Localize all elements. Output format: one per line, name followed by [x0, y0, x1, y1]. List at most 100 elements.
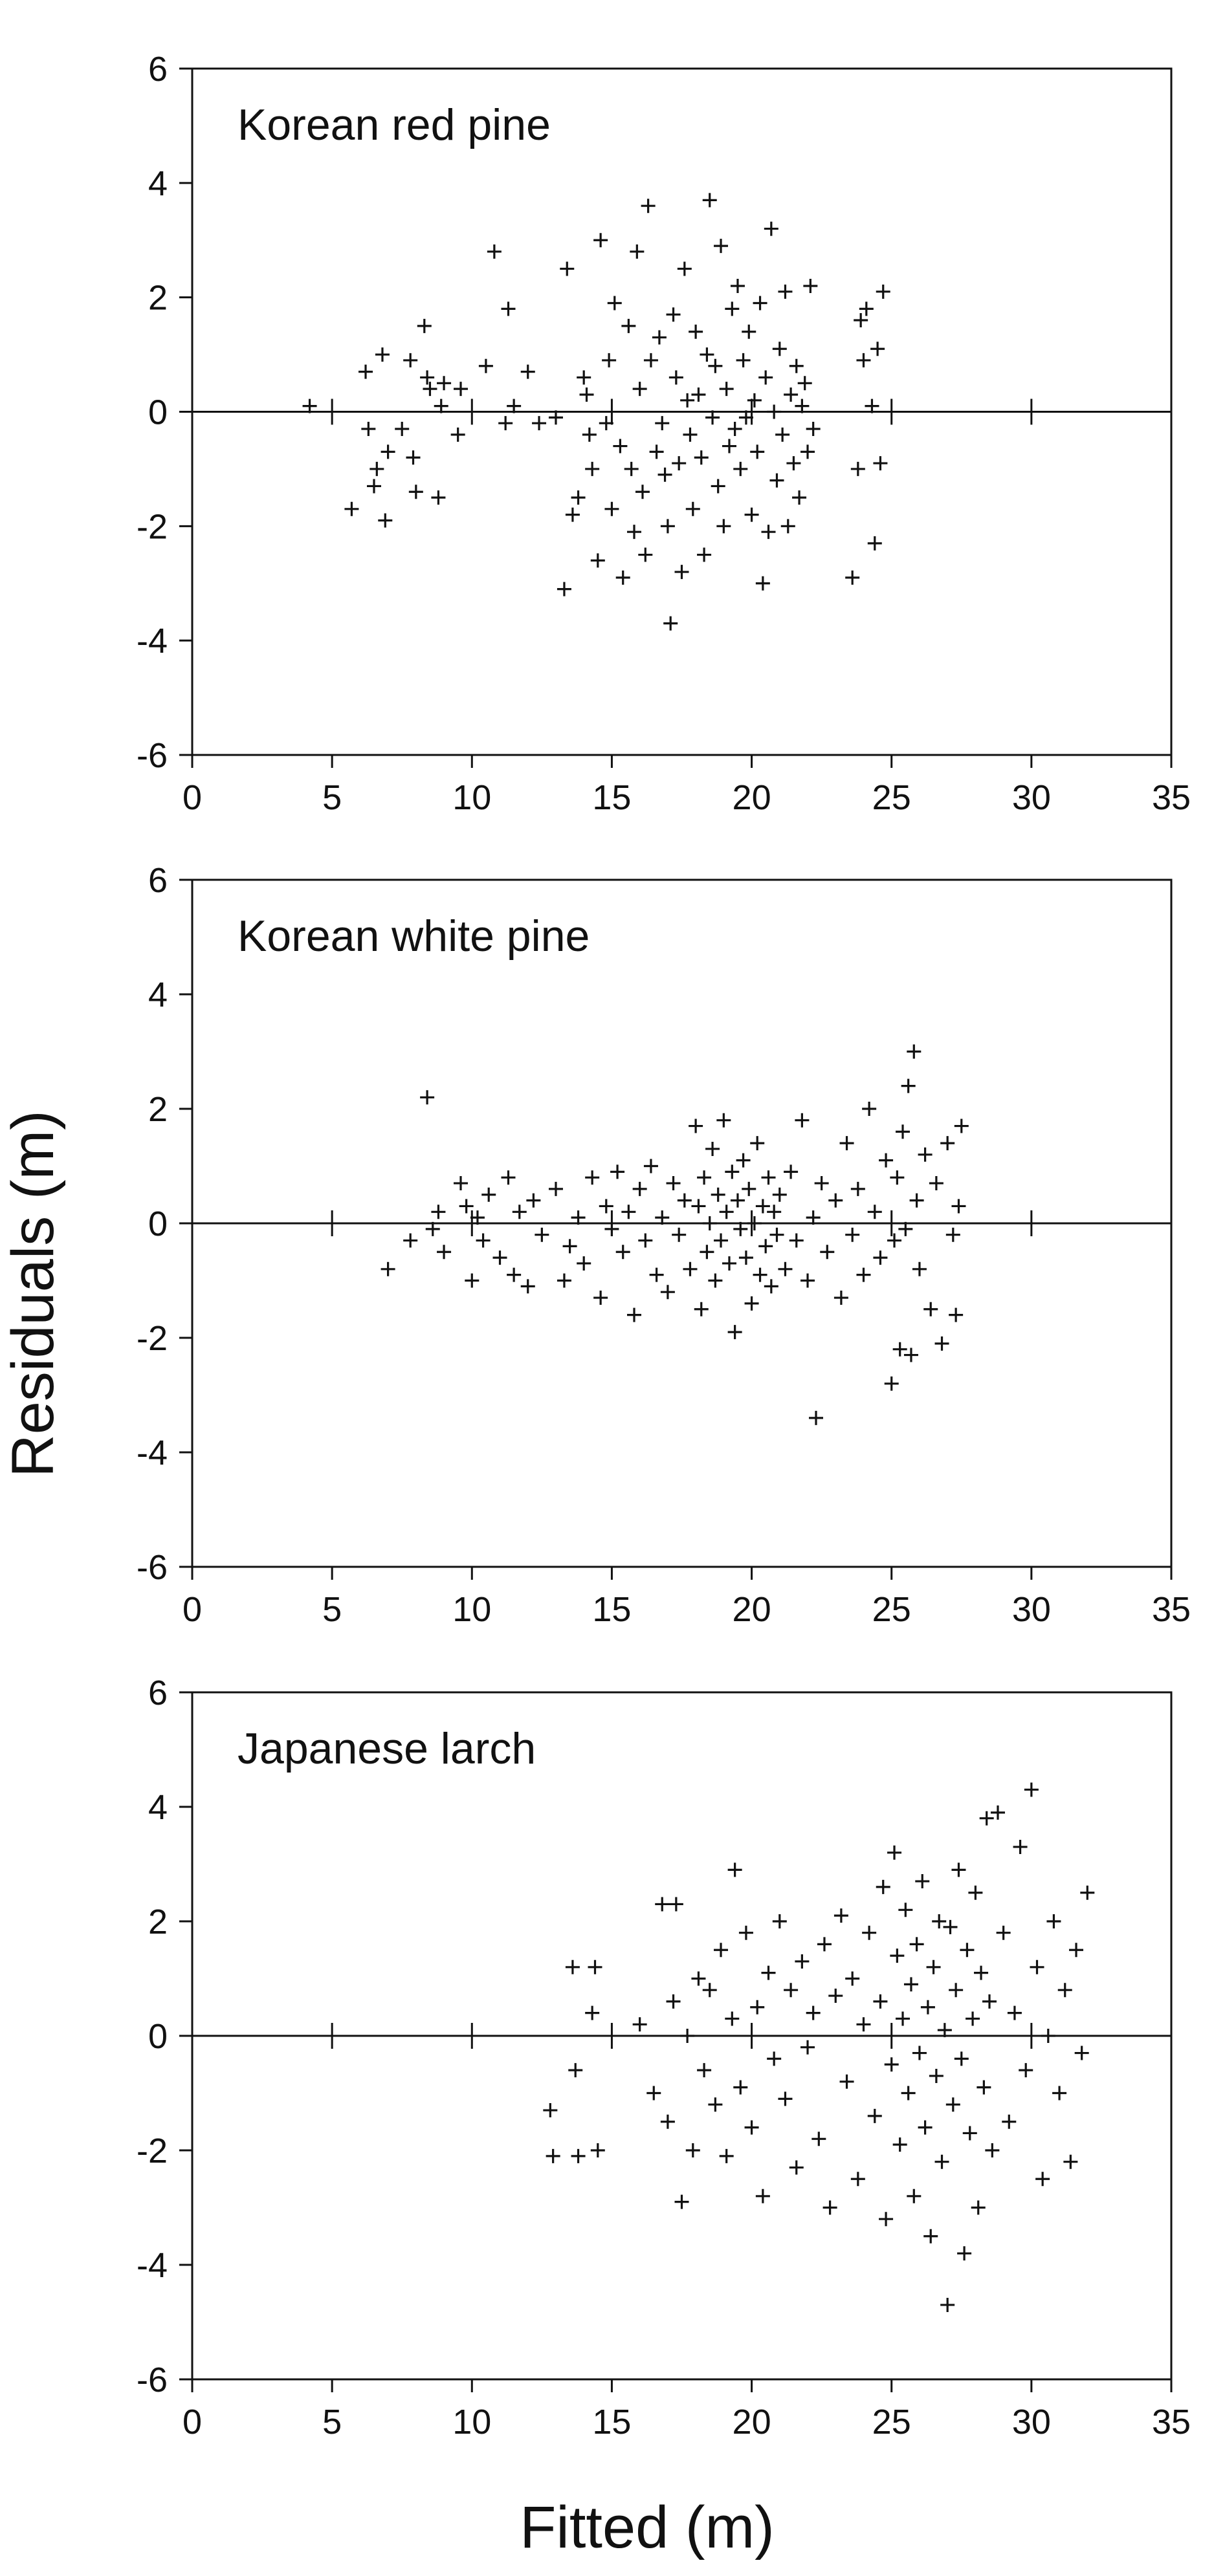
data-point	[677, 261, 692, 276]
data-point	[920, 2000, 935, 2014]
data-point	[403, 353, 418, 367]
data-point	[725, 301, 740, 316]
data-point	[501, 301, 516, 316]
data-point	[579, 387, 594, 402]
data-point	[833, 1291, 848, 1305]
data-point	[725, 1164, 740, 1179]
data-point	[627, 525, 642, 540]
data-point	[1057, 1983, 1072, 1998]
data-point	[907, 2189, 922, 2203]
data-point	[571, 490, 586, 505]
data-point	[789, 1233, 804, 1248]
data-point	[971, 2200, 986, 2215]
data-point	[459, 1199, 474, 1214]
data-point	[370, 461, 384, 476]
y-tick-label: 2	[148, 1903, 168, 1941]
data-point	[828, 1193, 843, 1208]
data-point	[918, 1147, 933, 1162]
data-point	[859, 301, 874, 316]
data-point	[945, 1227, 960, 1242]
data-point	[786, 456, 801, 471]
data-point	[747, 393, 762, 408]
data-point	[548, 410, 563, 425]
data-point	[873, 1250, 888, 1265]
data-point	[560, 261, 575, 276]
data-point	[1030, 1959, 1044, 1974]
data-point	[962, 2126, 977, 2141]
data-point	[615, 1245, 630, 1260]
data-point	[960, 1943, 975, 1958]
data-point	[487, 244, 502, 259]
data-point	[481, 1187, 496, 1202]
data-point	[957, 2246, 972, 2261]
x-tick-label: 20	[733, 1590, 771, 1629]
data-point	[772, 1914, 787, 1928]
data-point	[934, 1336, 949, 1351]
data-point	[884, 1376, 899, 1391]
data-point	[806, 2005, 821, 2020]
x-tick-label: 5	[322, 2403, 342, 2441]
y-tick-label: 4	[148, 1788, 168, 1827]
data-point	[577, 1256, 591, 1271]
data-point	[680, 2029, 695, 2043]
data-point	[677, 1193, 692, 1208]
data-point	[755, 576, 770, 591]
data-point	[476, 1233, 491, 1248]
data-point	[879, 2212, 894, 2227]
data-point	[585, 461, 600, 476]
data-point	[923, 1302, 938, 1316]
data-point	[660, 2114, 675, 2129]
data-point	[470, 1210, 485, 1225]
data-point	[655, 1897, 670, 1912]
data-point	[714, 1233, 729, 1248]
data-point	[683, 1261, 698, 1276]
data-point	[666, 1176, 681, 1191]
x-tick-label: 0	[182, 2403, 202, 2441]
data-point	[778, 284, 793, 299]
data-point	[747, 1216, 762, 1230]
data-point	[892, 1342, 907, 1357]
data-point	[643, 353, 658, 367]
data-point	[873, 1994, 888, 2009]
data-point	[512, 1205, 527, 1219]
data-point	[694, 450, 709, 465]
data-point	[845, 1971, 860, 1986]
x-tick-label: 20	[733, 778, 771, 817]
data-point	[903, 1348, 918, 1362]
data-point	[535, 1227, 549, 1242]
data-point	[937, 2023, 952, 2038]
x-tick-label: 0	[182, 1590, 202, 1629]
data-point	[492, 1250, 507, 1265]
data-point	[632, 1181, 647, 1196]
data-point	[856, 2017, 871, 2032]
data-point	[898, 1221, 913, 1236]
data-point	[708, 1273, 723, 1288]
data-point	[898, 1903, 913, 1917]
data-point	[887, 1845, 902, 1860]
data-point	[985, 2143, 1000, 2157]
data-point	[951, 1862, 966, 1877]
data-point	[1080, 1885, 1095, 1900]
data-point	[610, 1164, 625, 1179]
data-point	[683, 427, 698, 442]
data-point	[655, 416, 670, 431]
data-point	[738, 1925, 753, 1940]
y-tick-label: 4	[148, 164, 168, 203]
data-point	[755, 1199, 770, 1214]
data-point	[750, 1136, 765, 1151]
data-point	[923, 2229, 938, 2243]
data-point	[652, 330, 667, 345]
data-point	[982, 1994, 997, 2009]
data-point	[705, 410, 720, 425]
data-point	[850, 461, 865, 476]
data-point	[423, 382, 437, 397]
data-point	[420, 1090, 435, 1105]
data-point	[901, 1078, 916, 1093]
data-point	[641, 199, 656, 213]
data-point	[854, 313, 868, 328]
x-tick-label: 15	[592, 2403, 631, 2441]
data-point	[702, 193, 717, 208]
data-point	[789, 2160, 804, 2175]
data-point	[635, 485, 650, 499]
